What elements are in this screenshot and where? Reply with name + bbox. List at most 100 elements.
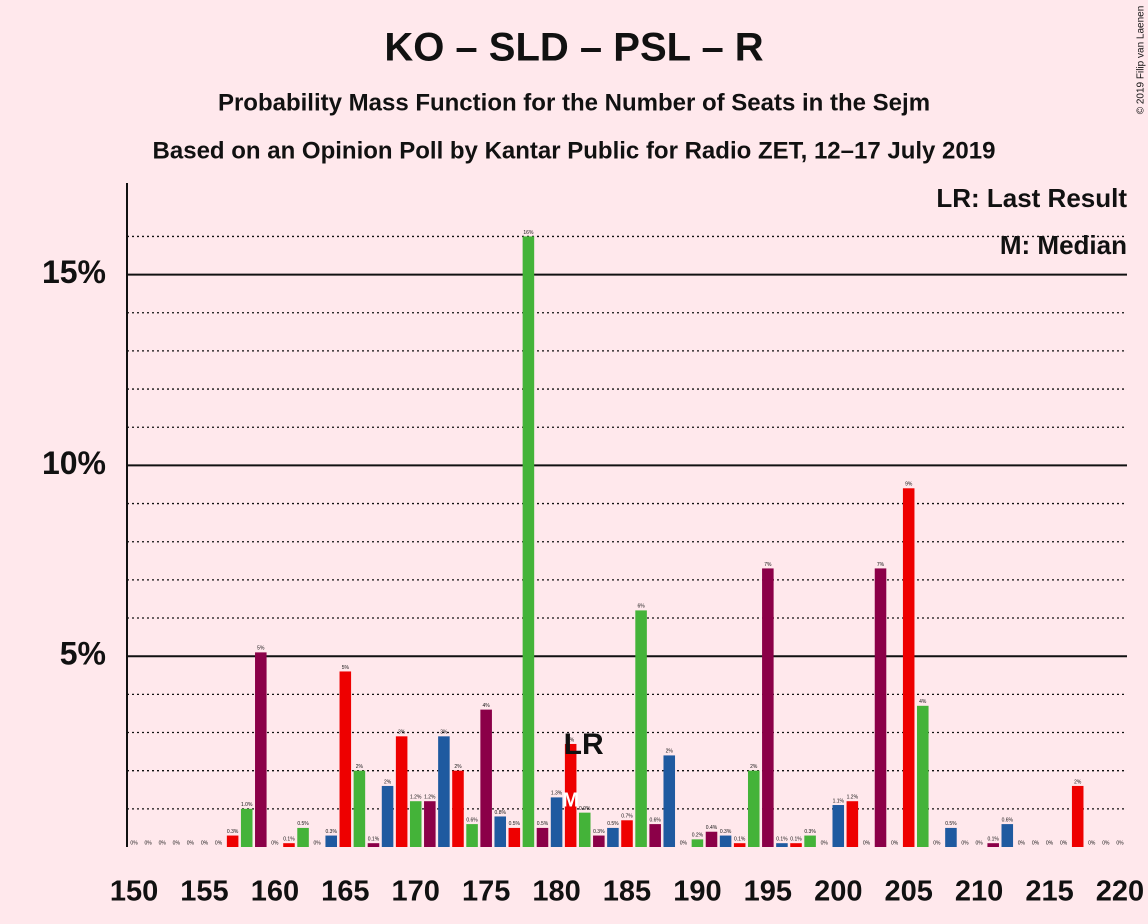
bar xyxy=(578,812,591,847)
bar xyxy=(367,843,380,847)
bar xyxy=(832,805,845,847)
bar xyxy=(649,824,661,847)
legend-entry: M: Median xyxy=(1000,230,1127,260)
value-label: 0% xyxy=(1088,840,1096,846)
value-label: 0% xyxy=(680,840,688,846)
value-label: 4% xyxy=(483,703,491,709)
value-label: 0% xyxy=(201,840,209,846)
bar xyxy=(663,755,676,847)
value-label: 0.5% xyxy=(509,821,521,827)
value-label: 2% xyxy=(750,764,758,770)
bar xyxy=(945,827,957,847)
value-label: 0.6% xyxy=(466,817,478,823)
value-label: 0.1% xyxy=(368,837,380,843)
bar xyxy=(395,736,408,847)
value-label: 7% xyxy=(877,562,885,568)
value-label: 2% xyxy=(384,779,392,785)
value-label: 2% xyxy=(356,764,364,770)
bar xyxy=(635,610,647,847)
bar xyxy=(226,835,239,847)
value-label: 0% xyxy=(863,840,871,846)
chart-subtitle: Based on an Opinion Poll by Kantar Publi… xyxy=(153,137,996,164)
bar xyxy=(353,770,366,847)
bar xyxy=(494,816,507,847)
bar xyxy=(409,801,422,847)
value-label: 0% xyxy=(159,840,167,846)
bar xyxy=(987,843,999,847)
value-label: 0.5% xyxy=(537,821,549,827)
bar xyxy=(790,843,802,847)
chart-subtitle: Probability Mass Function for the Number… xyxy=(218,89,930,116)
x-tick-label: 205 xyxy=(884,876,932,908)
y-tick-label: 10% xyxy=(42,445,106,481)
bar xyxy=(240,808,253,847)
value-label: 0.1% xyxy=(776,837,788,843)
bar xyxy=(508,827,521,847)
value-label: 0.1% xyxy=(734,837,746,843)
value-label: 6% xyxy=(637,604,645,610)
last-result-marker: LR xyxy=(564,728,604,761)
value-label: 3% xyxy=(440,730,448,736)
value-label: 1.2% xyxy=(847,795,859,801)
bar xyxy=(480,709,492,847)
x-tick-label: 210 xyxy=(955,876,1003,908)
bar xyxy=(339,671,352,847)
value-label: 0% xyxy=(130,840,138,846)
value-label: 0% xyxy=(187,840,195,846)
value-label: 2% xyxy=(666,749,674,755)
value-label: 1.2% xyxy=(410,795,422,801)
x-tick-label: 220 xyxy=(1096,876,1144,908)
bar xyxy=(522,236,535,847)
bar xyxy=(466,824,478,847)
bar xyxy=(762,568,774,847)
value-label: 0.2% xyxy=(692,833,704,839)
value-label: 0.6% xyxy=(1002,817,1014,823)
value-label: 0% xyxy=(933,840,941,846)
bar xyxy=(297,827,309,847)
value-label: 1.3% xyxy=(551,791,563,797)
x-tick-label: 200 xyxy=(814,876,862,908)
value-label: 0.3% xyxy=(804,829,816,835)
value-label: 0.7% xyxy=(621,814,633,820)
bar xyxy=(804,835,816,847)
value-label: 0% xyxy=(215,840,223,846)
x-tick-label: 165 xyxy=(321,876,369,908)
value-label: 1.1% xyxy=(833,798,845,804)
bar xyxy=(747,770,760,847)
bar xyxy=(917,705,929,847)
value-label: 0% xyxy=(1018,840,1026,846)
x-tick-label: 190 xyxy=(673,876,721,908)
value-label: 0.6% xyxy=(649,817,661,823)
bar xyxy=(593,835,605,847)
bar xyxy=(255,652,267,847)
x-tick-label: 185 xyxy=(603,876,651,908)
value-label: 0.3% xyxy=(227,829,239,835)
bar xyxy=(705,831,718,847)
value-label: 0% xyxy=(1060,840,1068,846)
x-tick-label: 150 xyxy=(110,876,158,908)
value-label: 0.4% xyxy=(706,825,718,831)
y-tick-label: 15% xyxy=(42,254,106,290)
value-label: 0.1% xyxy=(987,837,999,843)
value-label: 5% xyxy=(342,665,350,671)
bar xyxy=(550,797,563,847)
bar xyxy=(733,843,746,847)
copyright: © 2019 Filip van Laenen xyxy=(1136,6,1147,115)
value-label: 0.3% xyxy=(720,829,732,835)
value-label: 0% xyxy=(821,840,829,846)
value-label: 0.8% xyxy=(495,810,507,816)
value-label: 0% xyxy=(314,840,322,846)
x-tick-label: 215 xyxy=(1025,876,1073,908)
value-label: 0% xyxy=(1032,840,1040,846)
value-label: 0% xyxy=(271,840,279,846)
value-label: 2% xyxy=(454,764,462,770)
value-label: 0.1% xyxy=(790,837,802,843)
bar xyxy=(325,835,337,847)
value-label: 0.5% xyxy=(297,821,309,827)
value-label: 0.9% xyxy=(579,806,591,812)
x-tick-label: 160 xyxy=(251,876,299,908)
value-label: 0% xyxy=(1116,840,1124,846)
value-label: 4% xyxy=(919,699,927,705)
value-label: 1.2% xyxy=(424,795,436,801)
